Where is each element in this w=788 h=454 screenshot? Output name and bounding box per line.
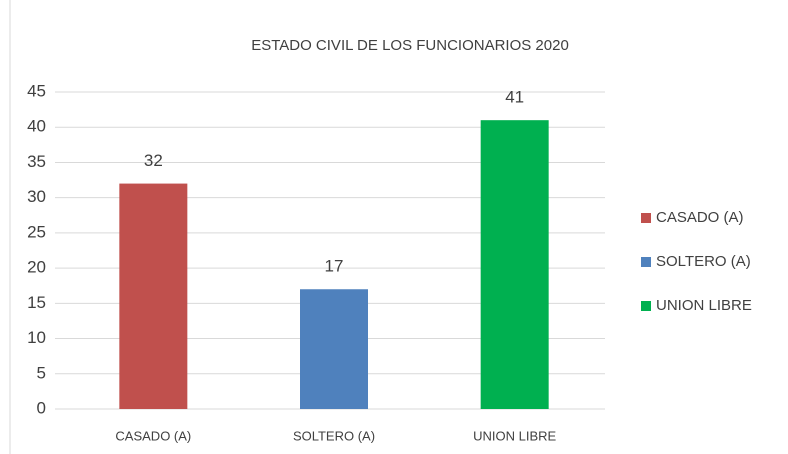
legend-label: SOLTERO (A) bbox=[656, 253, 751, 270]
y-tick-label: 10 bbox=[27, 328, 46, 347]
data-label: 41 bbox=[505, 88, 524, 107]
x-tick-label: CASADO (A) bbox=[115, 428, 191, 443]
legend-swatch bbox=[641, 213, 651, 223]
x-tick-label: SOLTERO (A) bbox=[293, 428, 375, 443]
legend-swatch bbox=[641, 301, 651, 311]
legend-label: CASADO (A) bbox=[656, 209, 744, 226]
bar bbox=[119, 183, 188, 409]
y-tick-label: 45 bbox=[27, 81, 46, 100]
bar bbox=[300, 289, 368, 409]
y-tick-label: 15 bbox=[27, 293, 46, 312]
data-label: 17 bbox=[325, 257, 344, 276]
x-tick-label: UNION LIBRE bbox=[473, 428, 556, 443]
y-tick-label: 35 bbox=[27, 152, 46, 171]
y-tick-label: 0 bbox=[37, 398, 46, 417]
data-label: 32 bbox=[144, 151, 163, 170]
bar bbox=[480, 120, 549, 409]
chart-title: ESTADO CIVIL DE LOS FUNCIONARIOS 2020 bbox=[251, 37, 569, 54]
y-tick-label: 40 bbox=[27, 117, 46, 136]
y-tick-label: 5 bbox=[37, 363, 46, 382]
y-tick-label: 25 bbox=[27, 222, 46, 241]
y-tick-label: 30 bbox=[27, 187, 46, 206]
y-tick-label: 20 bbox=[27, 258, 46, 277]
legend-label: UNION LIBRE bbox=[656, 297, 752, 314]
legend-swatch bbox=[641, 257, 651, 267]
